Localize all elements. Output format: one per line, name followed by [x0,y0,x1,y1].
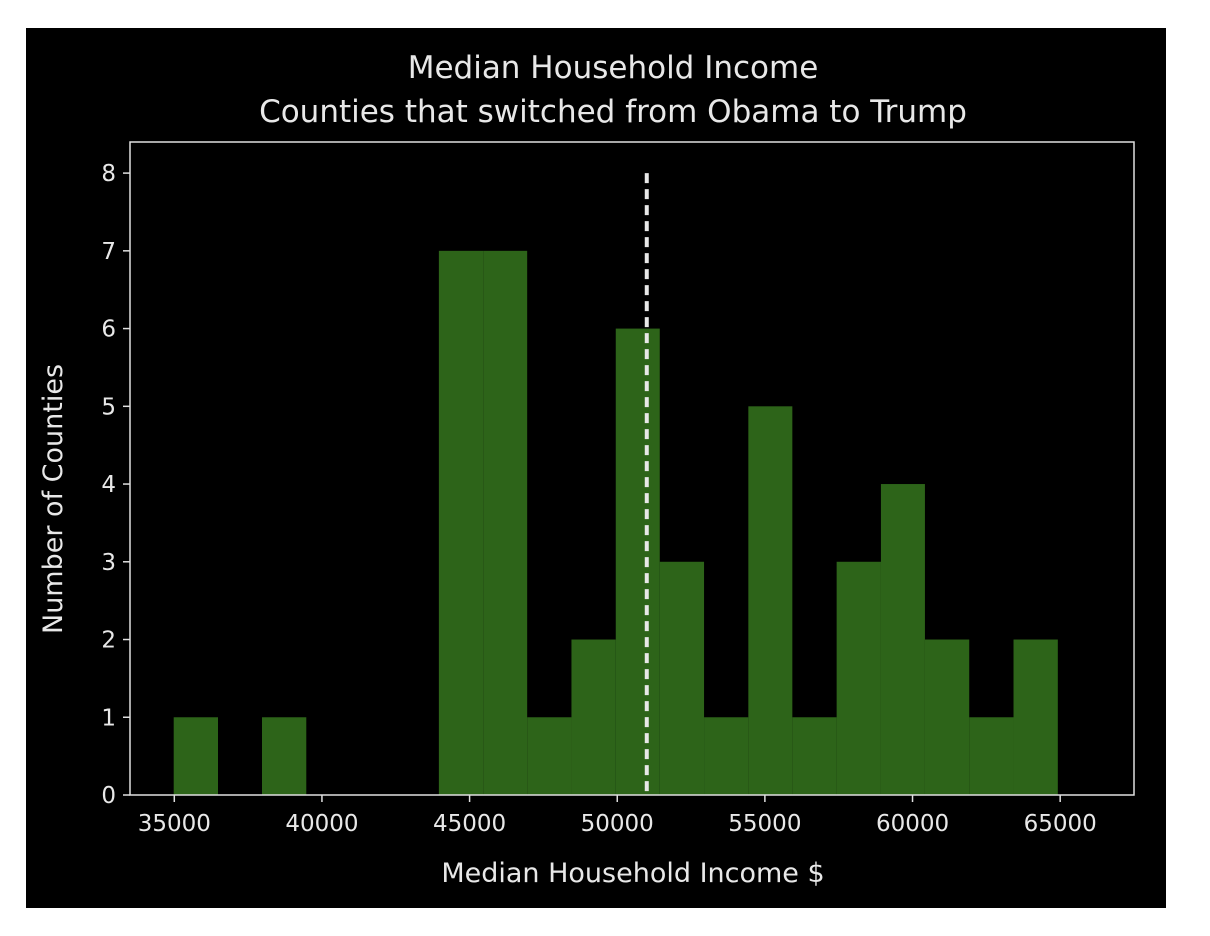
histogram-bar [880,484,925,795]
y-tick-label: 2 [101,628,116,654]
x-tick-label: 35000 [138,811,211,837]
histogram-bar [615,328,660,795]
x-tick-label: 50000 [581,811,654,837]
y-tick-label: 3 [101,550,116,576]
y-axis-ticks: 0 1 2 3 4 5 6 7 8 [101,161,130,809]
x-tick-label: 40000 [285,811,358,837]
y-tick-label: 7 [101,239,116,265]
x-axis-ticks: 35000 40000 45000 50000 55000 60000 65000 [138,795,1097,837]
histogram-bar [836,561,881,795]
y-tick-label: 8 [101,161,116,187]
histogram-bar [1013,639,1058,795]
histogram-bar [792,717,837,795]
y-tick-label: 5 [101,394,116,420]
histogram-bar [924,639,970,795]
x-tick-label: 55000 [728,811,801,837]
chart-figure: Median Household Income Counties that sw… [26,28,1166,908]
y-tick-label: 4 [101,472,116,498]
histogram-bar [261,717,307,795]
x-tick-label: 60000 [876,811,949,837]
bars-group [173,250,1058,796]
x-tick-label: 65000 [1024,811,1097,837]
chart-title: Median Household Income [408,50,819,86]
histogram-bar [173,717,218,795]
y-tick-label: 6 [101,317,116,343]
x-axis-label: Median Household Income $ [441,858,824,889]
histogram-bar [483,250,528,796]
x-tick-label: 45000 [433,811,506,837]
histogram-bar [659,561,705,795]
histogram-bar [704,717,749,795]
y-tick-label: 1 [101,705,116,731]
histogram-chart: Median Household Income Counties that sw… [38,50,1135,889]
histogram-bar [527,717,572,795]
histogram-bar [571,639,616,795]
histogram-bar [748,406,793,795]
plot-frame [129,141,1135,796]
chart-subtitle: Counties that switched from Obama to Tru… [259,94,967,130]
histogram-bar [969,717,1014,795]
y-axis-label: Number of Counties [38,364,69,634]
y-tick-label: 0 [101,783,116,809]
histogram-bar [438,250,484,796]
